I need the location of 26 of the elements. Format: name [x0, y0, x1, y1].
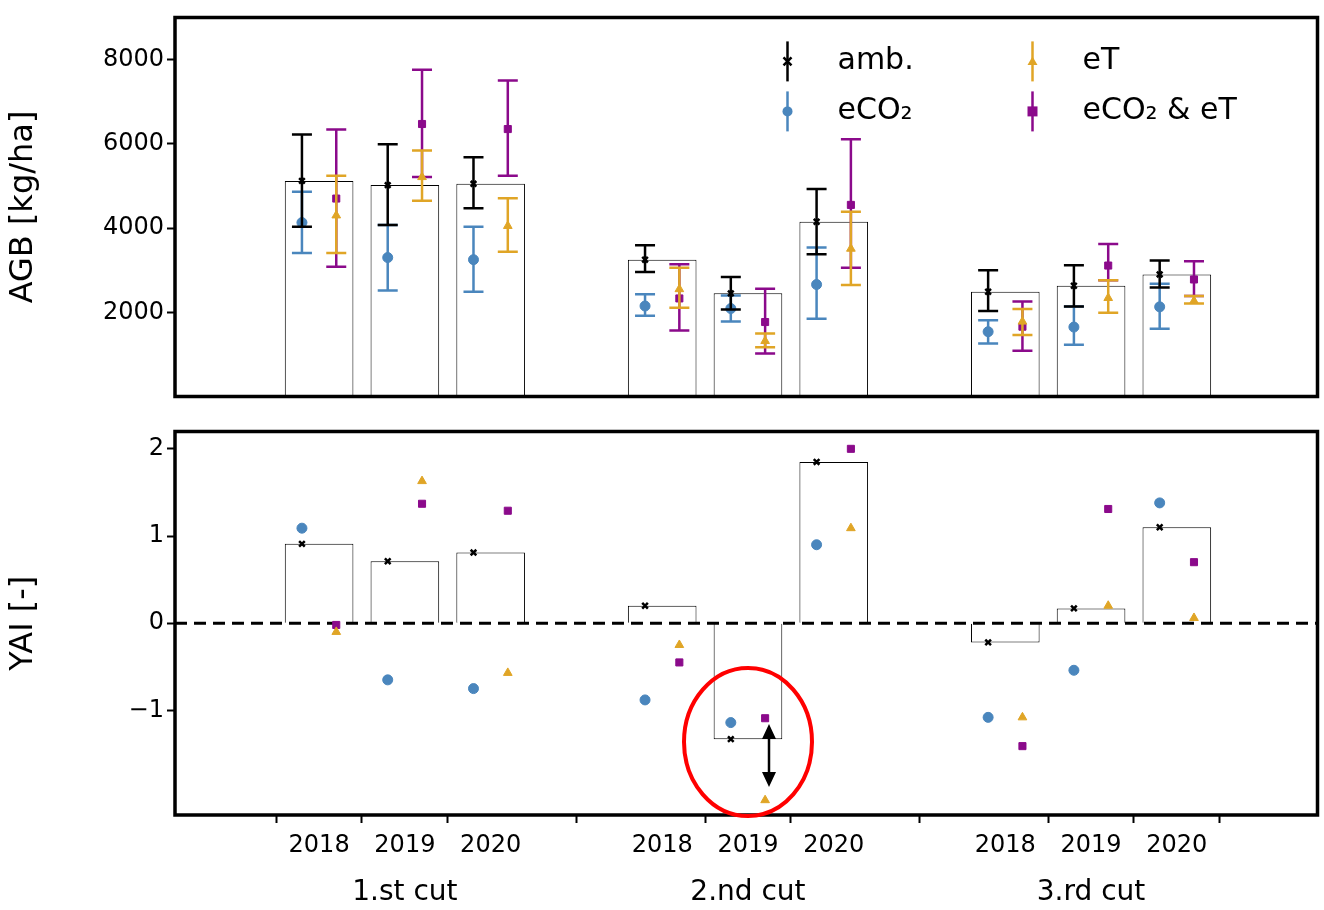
x-tick-label: 2020	[803, 829, 865, 858]
y-tick-label: 2000	[102, 296, 164, 325]
y-axis-title: YAI [-]	[1, 575, 40, 672]
text: 3.rd cut	[1036, 874, 1146, 908]
x-tick-label: 2019	[717, 829, 779, 858]
x-tick-label: 2018	[974, 829, 1036, 858]
x-tick-label: 2018	[631, 829, 693, 858]
y-tick-label: 1	[148, 520, 164, 549]
y-tick-label: 0	[148, 607, 164, 636]
x-tick-label: 2019	[1060, 829, 1122, 858]
legend-label: eCO₂	[837, 91, 913, 127]
legend-label: amb.	[837, 41, 914, 77]
x-tick-label: 2018	[288, 829, 350, 858]
y-tick-label: 4000	[102, 212, 164, 241]
legend-label: eT	[1082, 41, 1120, 77]
x-tick-label: 2019	[374, 829, 436, 858]
x-tick-label: 2020	[1146, 829, 1208, 858]
y-tick-label: 8000	[102, 43, 164, 72]
y-tick-label: 6000	[102, 128, 164, 157]
y-tick-label: −1	[128, 694, 164, 723]
y-tick-label: 2	[148, 433, 164, 462]
legend-label: eCO₂ & eT	[1082, 91, 1238, 127]
text: 2.nd cut	[690, 874, 806, 908]
x-tick-label: 2020	[460, 829, 522, 858]
y-axis-title: AGB [kg/ha]	[1, 110, 40, 304]
text: 1.st cut	[352, 874, 458, 908]
